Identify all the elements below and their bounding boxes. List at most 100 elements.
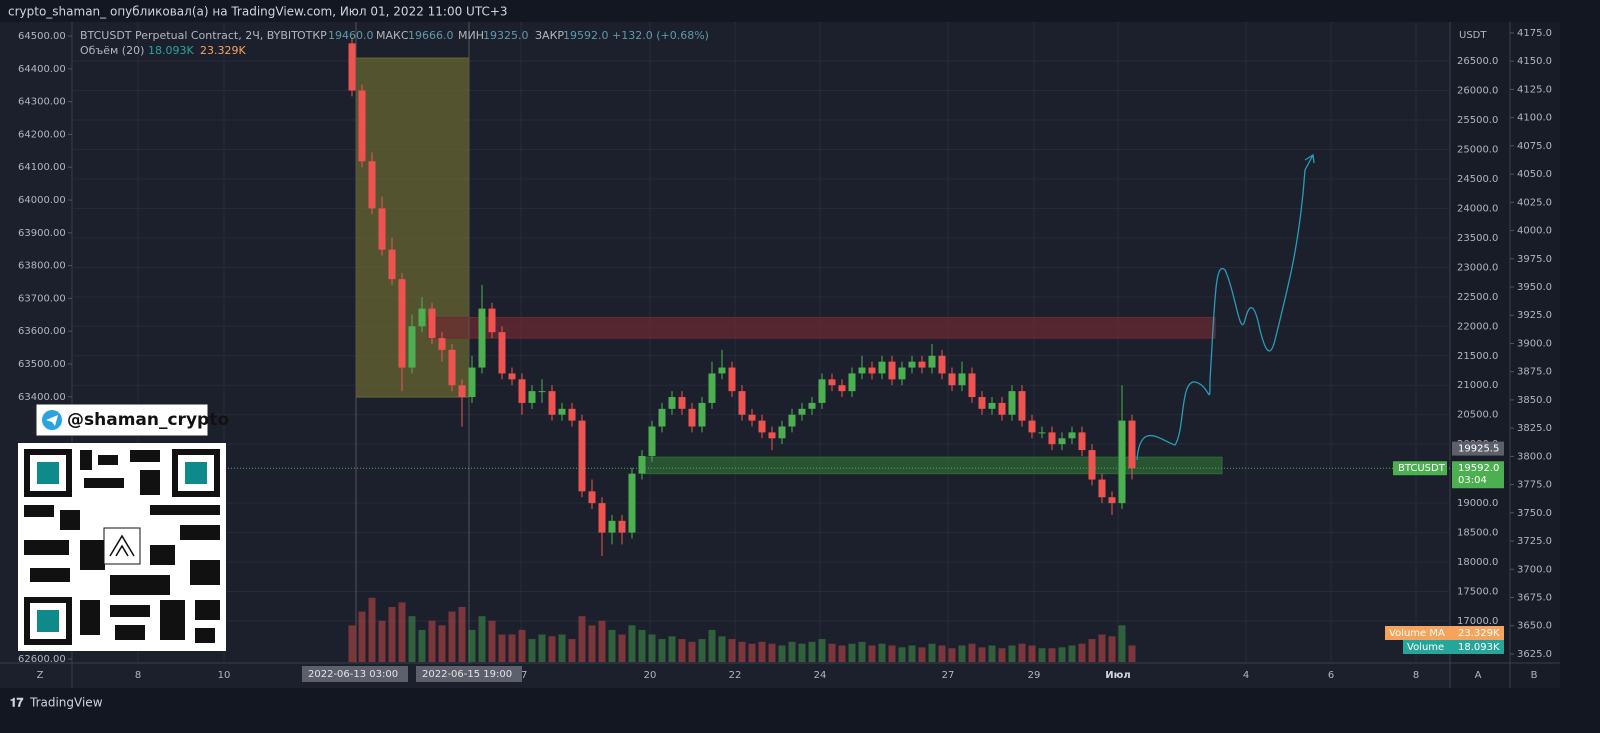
candle-body bbox=[958, 373, 966, 386]
y-tick-label: 21500.0 bbox=[1457, 351, 1498, 362]
candle-body bbox=[738, 391, 746, 415]
candle-body bbox=[1018, 391, 1026, 421]
volume-bar bbox=[348, 625, 356, 662]
candle-body bbox=[428, 308, 436, 339]
price-tag-label: 19925.5 bbox=[1458, 444, 1499, 455]
y2-tick-label: 4000.0 bbox=[1517, 226, 1552, 237]
x-tick-label: A bbox=[1475, 670, 1482, 681]
volume-bar bbox=[898, 647, 906, 662]
candle-body bbox=[898, 367, 906, 380]
candle-body bbox=[648, 426, 656, 456]
candle-body bbox=[1108, 497, 1116, 504]
volume-bar bbox=[708, 629, 716, 662]
legend-label: ЗАКР bbox=[535, 29, 564, 42]
legend-value: 23.329K bbox=[200, 44, 246, 57]
candle-body bbox=[798, 408, 806, 415]
volume-bar bbox=[658, 639, 666, 662]
x-tick-label: 6 bbox=[1328, 670, 1334, 681]
candle-body bbox=[388, 249, 396, 280]
y3-tick-label: 64500.00 bbox=[18, 31, 66, 42]
candle-body bbox=[888, 361, 896, 380]
candle-body bbox=[518, 379, 526, 403]
volume-bar bbox=[738, 641, 746, 662]
volume-bar bbox=[1028, 645, 1036, 662]
candle-body bbox=[1128, 420, 1136, 469]
y3-tick-label: 64100.00 bbox=[18, 162, 66, 173]
volume-bar bbox=[558, 634, 566, 662]
volume-bar bbox=[668, 636, 676, 662]
candle-body bbox=[358, 90, 366, 162]
volume-tag-label: 23.329K bbox=[1458, 628, 1500, 639]
x-tick-label: 24 bbox=[814, 670, 827, 681]
candle-body bbox=[558, 408, 566, 415]
candle-body bbox=[778, 426, 786, 439]
candle-body bbox=[498, 332, 506, 374]
time-highlight bbox=[416, 666, 522, 682]
price-axis bbox=[1450, 22, 1560, 688]
y2-tick-label: 4150.0 bbox=[1517, 56, 1552, 67]
volume-bar bbox=[968, 643, 976, 662]
y-tick-label: 22500.0 bbox=[1457, 292, 1498, 303]
y-tick-label: 24500.0 bbox=[1457, 174, 1498, 185]
y-tick-label: 18500.0 bbox=[1457, 528, 1498, 539]
volume-bar bbox=[808, 641, 816, 662]
volume-bar bbox=[468, 629, 476, 662]
candle-body bbox=[1118, 420, 1126, 504]
candle-body bbox=[758, 420, 766, 433]
candle-body bbox=[818, 379, 826, 403]
x-tick-label: 27 bbox=[942, 670, 955, 681]
candle-body bbox=[768, 432, 776, 439]
volume-bar bbox=[1048, 648, 1056, 662]
volume-bar bbox=[628, 625, 636, 662]
candle-body bbox=[638, 455, 646, 474]
volume-bar bbox=[878, 643, 886, 662]
candle-body bbox=[608, 520, 616, 533]
time-highlight bbox=[302, 666, 408, 682]
y-tick-label: 24000.0 bbox=[1457, 203, 1498, 214]
volume-bar bbox=[1058, 647, 1066, 662]
y3-tick-label: 63500.00 bbox=[18, 359, 66, 370]
volume-tag bbox=[1385, 626, 1504, 640]
candle-body bbox=[878, 361, 886, 374]
volume-bar bbox=[888, 645, 896, 662]
x-tick-label: 20 bbox=[644, 670, 657, 681]
candle-body bbox=[398, 279, 406, 368]
volume-bar bbox=[1018, 643, 1026, 662]
y3-tick-label: 63900.00 bbox=[18, 228, 66, 239]
volume-bar bbox=[518, 629, 526, 662]
badge-bg bbox=[35, 403, 209, 437]
footer-bar bbox=[0, 690, 1600, 733]
volume-bar bbox=[458, 607, 466, 662]
candle-body bbox=[478, 308, 486, 368]
candle-body bbox=[568, 408, 576, 421]
y-tick-label: 25500.0 bbox=[1457, 115, 1498, 126]
candle-body bbox=[998, 402, 1006, 415]
volume-bar bbox=[638, 629, 646, 662]
y2-tick-label: 4025.0 bbox=[1517, 197, 1552, 208]
candle-body bbox=[378, 208, 386, 250]
forecast-path bbox=[1136, 153, 1315, 461]
volume-bar bbox=[508, 634, 516, 662]
volume-bar bbox=[698, 639, 706, 662]
volume-tag-name: Volume MA bbox=[1389, 628, 1445, 639]
symbol-tag bbox=[1393, 461, 1447, 476]
candle-body bbox=[1068, 432, 1076, 439]
volume-bar bbox=[368, 597, 376, 662]
volume-bar bbox=[548, 636, 556, 662]
telegram-handle: @shaman_crypto bbox=[67, 410, 229, 430]
y3-tick-label: 62600.00 bbox=[18, 654, 66, 665]
volume-bar bbox=[578, 616, 586, 662]
legend-label: Объём (20) bbox=[80, 44, 144, 57]
qr-logo bbox=[103, 527, 141, 565]
candle-body bbox=[538, 391, 546, 393]
candle-body bbox=[588, 491, 596, 504]
price-tag-timer: 03:04 bbox=[1458, 475, 1487, 486]
legend-label: МИН bbox=[458, 29, 484, 42]
volume-bar bbox=[598, 620, 606, 662]
volume-bar bbox=[1078, 643, 1086, 662]
y-tick-label: 25000.0 bbox=[1457, 144, 1498, 155]
volume-bar bbox=[448, 611, 456, 662]
y2-tick-label: 3650.0 bbox=[1517, 621, 1552, 632]
y2-tick-label: 3800.0 bbox=[1517, 451, 1552, 462]
telegram-icon bbox=[46, 415, 58, 426]
